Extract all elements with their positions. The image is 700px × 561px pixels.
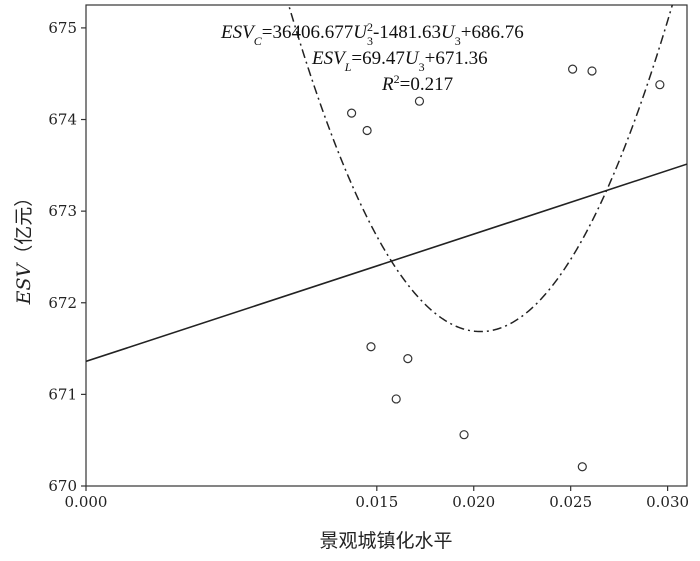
data-point [414, 96, 425, 106]
data-point [459, 430, 469, 440]
y-axis-title: ESV（亿元） [13, 188, 35, 306]
linear-fit-line [86, 163, 687, 363]
x-tick-label: 0.000 [65, 493, 108, 511]
y-tick-label: 672 [48, 294, 77, 312]
data-point [577, 462, 587, 472]
equation-quadratic: ESVC=36406.677U32-1481.63U3+686.76 [220, 20, 524, 48]
data-point [362, 125, 372, 136]
y-tick-label: 670 [48, 477, 77, 495]
x-tick-label: 0.020 [452, 493, 495, 511]
x-tick-label: 0.030 [646, 493, 689, 511]
data-point [403, 354, 413, 364]
equation-block: ESVC=36406.677U32-1481.63U3+686.76 ESVL=… [220, 20, 524, 95]
y-axis: 670 671 672 673 674 675 [48, 19, 86, 495]
data-point [568, 64, 578, 74]
x-axis: 0.000 0.015 0.020 0.025 0.030 [65, 486, 689, 511]
data-point [587, 66, 597, 76]
equation-linear: ESVL=69.47U3+671.36 [311, 48, 488, 74]
data-point [347, 108, 357, 118]
data-points [347, 64, 665, 472]
plot-area [85, 4, 688, 487]
data-point [366, 342, 376, 352]
data-point [391, 394, 401, 404]
x-tick-label: 0.025 [549, 493, 592, 511]
x-tick-label: 0.015 [355, 493, 398, 511]
equation-r2: R2=0.217 [381, 72, 453, 95]
x-axis-title: 景观城镇化水平 [319, 530, 452, 552]
fit-lines [86, 5, 687, 363]
quadratic-fit-curve [287, 5, 674, 333]
y-tick-label: 671 [48, 385, 77, 403]
y-tick-label: 673 [48, 202, 77, 220]
y-tick-label: 674 [48, 111, 77, 129]
y-tick-label: 675 [48, 19, 77, 37]
data-point [655, 80, 665, 90]
